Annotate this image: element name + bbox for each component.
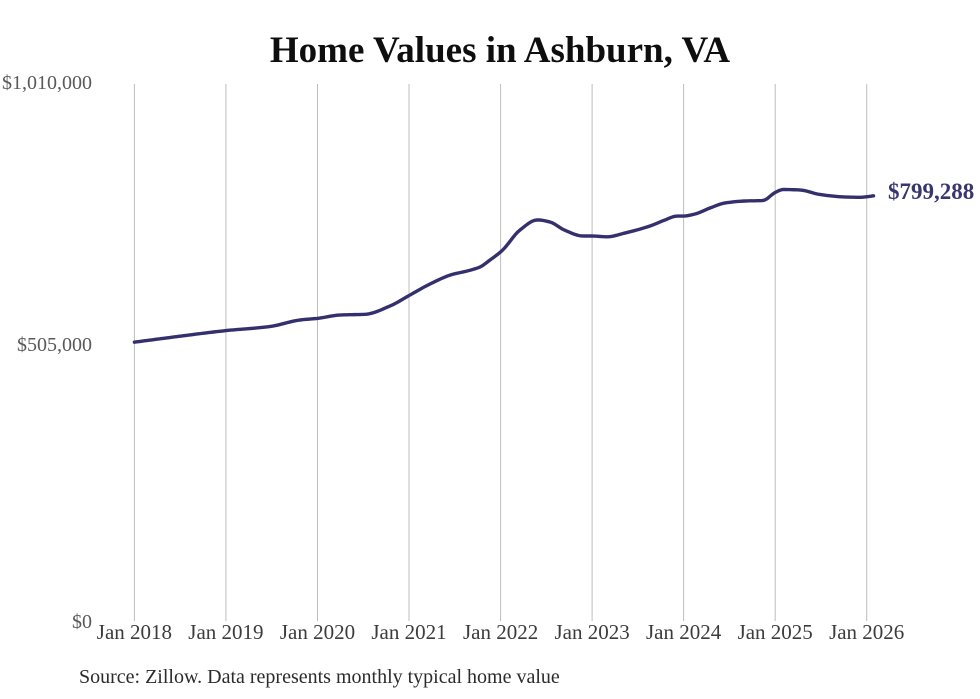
svg-text:Jan 2020: Jan 2020	[280, 620, 355, 644]
svg-text:$799,288: $799,288	[888, 179, 974, 204]
svg-text:$0: $0	[72, 611, 92, 633]
svg-text:$505,000: $505,000	[17, 334, 92, 356]
svg-text:Jan 2026: Jan 2026	[829, 620, 904, 644]
svg-text:$1,010,000: $1,010,000	[2, 72, 92, 94]
svg-text:Jan 2022: Jan 2022	[463, 620, 538, 644]
svg-text:Jan 2025: Jan 2025	[738, 620, 813, 644]
svg-text:Jan 2018: Jan 2018	[97, 620, 172, 644]
svg-text:Jan 2024: Jan 2024	[646, 620, 722, 644]
svg-text:Jan 2023: Jan 2023	[554, 620, 629, 644]
svg-text:Jan 2021: Jan 2021	[371, 620, 446, 644]
svg-text:Jan 2019: Jan 2019	[188, 620, 263, 644]
